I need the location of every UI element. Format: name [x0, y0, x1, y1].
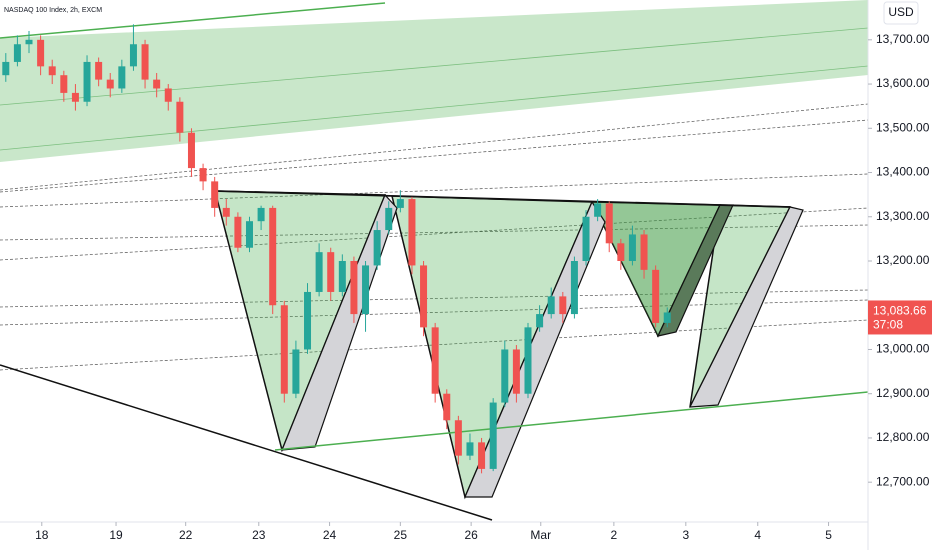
x-tick-label: Mar — [530, 528, 551, 542]
candle-body — [512, 349, 520, 394]
candle-body — [71, 92, 79, 102]
candle-body — [304, 291, 312, 350]
candle-body — [106, 79, 114, 89]
candle-body — [362, 265, 370, 315]
candle-body — [292, 349, 300, 394]
candle-body — [164, 88, 172, 102]
candle-body — [199, 168, 207, 182]
candle-body — [478, 442, 486, 469]
candle-body — [60, 75, 68, 93]
candle-body — [640, 234, 648, 270]
candle-body — [350, 261, 358, 315]
candle-body — [617, 243, 625, 261]
candle-body — [83, 61, 91, 102]
candle-body — [245, 221, 253, 248]
candles — [2, 24, 671, 474]
candle-body — [652, 269, 660, 323]
trendline — [0, 364, 493, 521]
price-box — [868, 300, 932, 335]
candle-body — [443, 393, 451, 421]
y-tick-label: 12,800.00 — [876, 430, 930, 444]
candle-body — [628, 234, 636, 261]
y-tick-label: 12,900.00 — [876, 386, 930, 400]
candle-body — [234, 216, 242, 248]
currency: USD — [888, 5, 914, 19]
candle-body — [385, 207, 393, 231]
channel-line — [0, 27, 868, 106]
candle-body — [373, 230, 381, 266]
candle-body — [663, 312, 671, 323]
drawings — [0, 0, 868, 521]
x-tick-label: 18 — [35, 528, 49, 542]
x-tick-label: 23 — [252, 528, 266, 542]
candle-body — [594, 203, 602, 217]
x-tick-label: 19 — [109, 528, 123, 542]
candle-body — [454, 420, 462, 456]
dashed-lines — [0, 103, 868, 371]
candle-body — [222, 207, 230, 217]
channel-line — [0, 65, 868, 151]
x-tick-label: 4 — [754, 528, 761, 542]
candle-body — [547, 296, 555, 315]
candle-body — [2, 61, 10, 76]
x-tick-label: 5 — [825, 528, 832, 542]
candle-body — [327, 252, 335, 292]
candle-body — [176, 101, 184, 133]
y-tick-label: 13,500.00 — [876, 120, 930, 134]
x-tick-label: 24 — [323, 528, 337, 542]
neckline — [214, 190, 791, 208]
channel-line — [0, 2, 386, 39]
candle-body — [211, 181, 219, 208]
candle-body — [570, 261, 578, 315]
candle-body — [153, 79, 161, 89]
candle-body — [25, 39, 33, 45]
x-tick-label: 26 — [464, 528, 478, 542]
currency-box[interactable] — [883, 1, 919, 25]
candle-body — [315, 252, 323, 292]
candle-body — [269, 207, 277, 306]
x-tick-label: 25 — [394, 528, 408, 542]
candle-body — [489, 402, 497, 469]
y-tick-label: 12,700.00 — [876, 474, 930, 488]
countdown: 37:08 — [873, 318, 903, 332]
candle-body — [129, 44, 137, 67]
x-tick-label: 2 — [611, 528, 618, 542]
candle-body — [37, 39, 45, 67]
y-tick-label: 13,400.00 — [876, 165, 930, 179]
price-label: 13,083.66 — [873, 304, 927, 318]
candle-body — [408, 199, 416, 266]
y-tick-label: 13,300.00 — [876, 209, 930, 223]
y-tick-label: 13,700.00 — [876, 32, 930, 46]
candle-body — [605, 203, 613, 244]
candle-body — [396, 199, 404, 208]
candle-body — [559, 296, 567, 315]
candle-body — [118, 66, 126, 89]
candle-body — [95, 61, 103, 80]
channel — [0, 0, 868, 162]
candle-body — [280, 305, 288, 394]
support-line — [274, 391, 868, 451]
y-tick-label: 13,200.00 — [876, 253, 930, 267]
x-tick-label: 22 — [179, 528, 193, 542]
y-tick-label: 13,000.00 — [876, 342, 930, 356]
candle-body — [536, 314, 544, 328]
candle-body — [501, 349, 509, 403]
candle-body — [48, 66, 56, 76]
candle-body — [141, 44, 149, 80]
chart-title: NASDAQ 100 Index, 2h, EXCM — [4, 7, 102, 14]
candle-body — [420, 265, 428, 328]
y-tick-label: 13,600.00 — [876, 76, 930, 90]
candle-body — [257, 207, 265, 222]
candle-body — [582, 216, 590, 261]
candle-body — [187, 132, 195, 169]
x-tick-label: 3 — [682, 528, 689, 542]
candle-body — [524, 327, 532, 394]
candle-body — [13, 44, 21, 62]
candle-body — [338, 261, 346, 292]
candle-body — [466, 442, 474, 456]
candle-body — [431, 327, 439, 394]
